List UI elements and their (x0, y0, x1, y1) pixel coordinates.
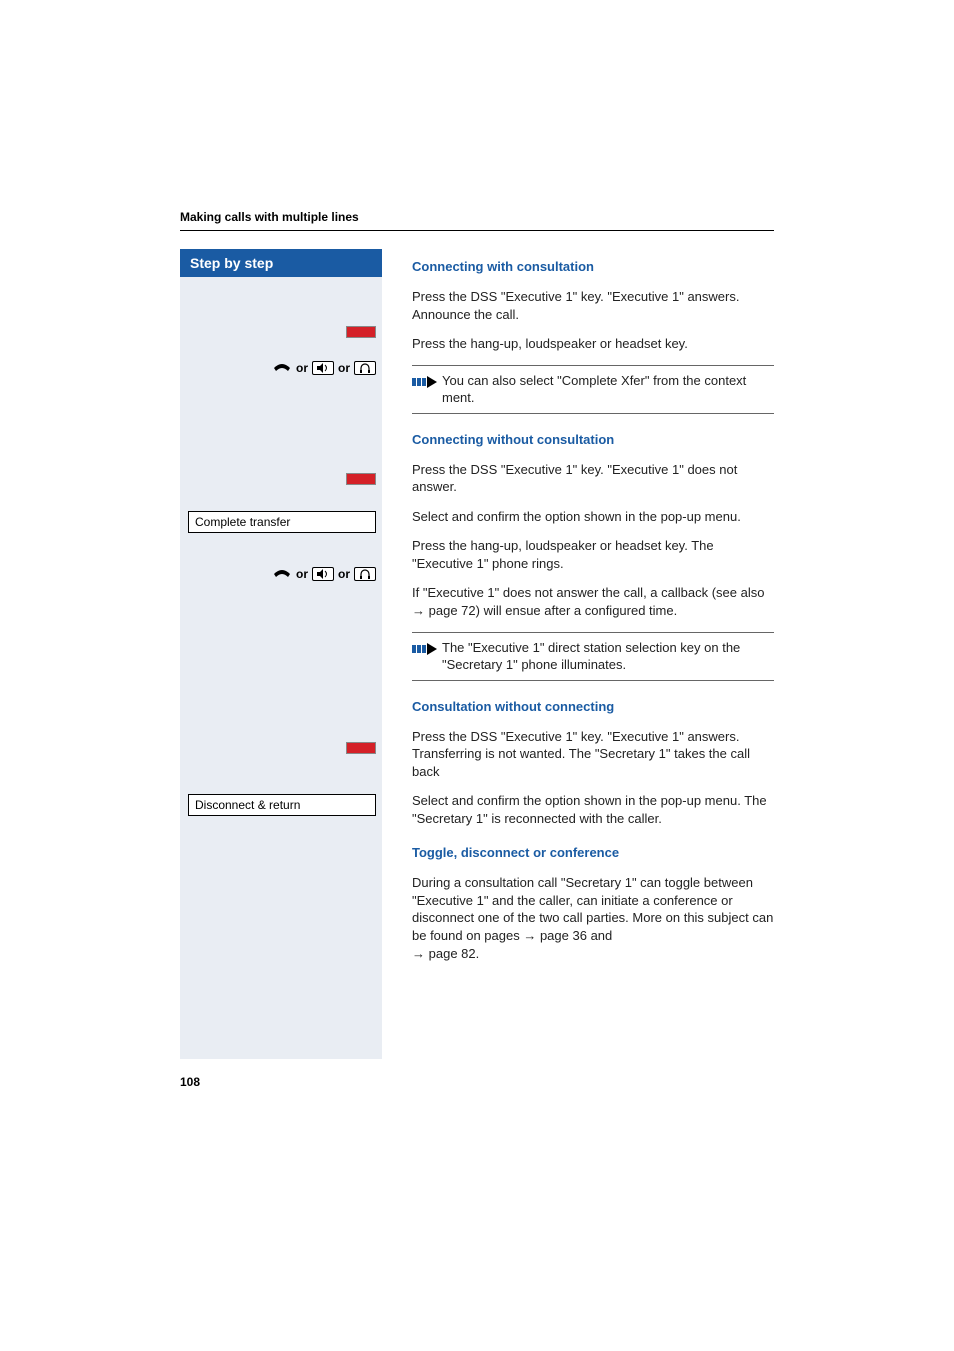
sidebar-keys-row-1: or or (180, 361, 382, 379)
page-ref[interactable]: page 72 (429, 603, 476, 618)
para: Select and confirm the option shown in t… (412, 792, 774, 827)
handset-icon (272, 361, 292, 375)
sidebar: Step by step or or (180, 249, 382, 1059)
text: and (587, 928, 612, 943)
arrow-icon: → (523, 928, 536, 943)
handset-icon (272, 567, 292, 581)
para: During a consultation call "Secretary 1"… (412, 874, 774, 962)
speaker-key-icon (312, 567, 334, 581)
note-icon (412, 639, 442, 657)
page-number: 108 (180, 1075, 200, 1089)
or-label: or (338, 567, 350, 581)
page: Making calls with multiple lines Step by… (0, 0, 954, 1119)
para: If "Executive 1" does not answer the cal… (412, 584, 774, 619)
para: Press the hang-up, loudspeaker or headse… (412, 335, 774, 353)
page-ref[interactable]: page 82 (429, 946, 476, 961)
page-ref[interactable]: page 36 (540, 928, 587, 943)
arrow-icon: → (412, 946, 425, 961)
or-label: or (338, 361, 350, 375)
para: Press the DSS "Executive 1" key. "Execut… (412, 728, 774, 781)
headset-key-icon (354, 567, 376, 581)
sidebar-header: Step by step (180, 249, 382, 277)
sidebar-dss-key-2 (180, 470, 382, 488)
sidebar-option-disconnect-return: Disconnect & return (180, 794, 382, 816)
text: . (476, 946, 480, 961)
callout-text: The "Executive 1" direct station selecti… (442, 639, 774, 674)
sidebar-keys-row-2: or or (180, 567, 382, 585)
heading-toggle-disconnect-conference: Toggle, disconnect or conference (412, 845, 774, 860)
callout: You can also select "Complete Xfer" from… (412, 365, 774, 414)
sidebar-dss-key-3 (180, 739, 382, 757)
sidebar-option-complete-transfer: Complete transfer (180, 511, 382, 533)
header-rule (180, 230, 774, 231)
arrow-icon: → (412, 603, 425, 618)
dss-key-icon (346, 473, 376, 485)
dss-key-icon (346, 742, 376, 754)
or-label: or (296, 567, 308, 581)
sidebar-dss-key-1 (180, 323, 382, 341)
para: Select and confirm the option shown in t… (412, 508, 774, 526)
running-header: Making calls with multiple lines (180, 210, 774, 224)
dss-key-icon (346, 326, 376, 338)
speaker-key-icon (312, 361, 334, 375)
main-content: Connecting with consultation Press the D… (382, 249, 774, 1059)
columns: Step by step or or (180, 249, 774, 1059)
para: Press the DSS "Executive 1" key. "Execut… (412, 461, 774, 496)
note-icon (412, 372, 442, 390)
option-box: Disconnect & return (188, 794, 376, 816)
heading-connecting-without-consultation: Connecting without consultation (412, 432, 774, 447)
para: Press the DSS "Executive 1" key. "Execut… (412, 288, 774, 323)
option-box: Complete transfer (188, 511, 376, 533)
callout-text: You can also select "Complete Xfer" from… (442, 372, 774, 407)
text: ) will ensue after a configured time. (476, 603, 678, 618)
callout: The "Executive 1" direct station selecti… (412, 632, 774, 681)
heading-consultation-without-connecting: Consultation without connecting (412, 699, 774, 714)
text: If "Executive 1" does not answer the cal… (412, 585, 764, 600)
headset-key-icon (354, 361, 376, 375)
heading-connecting-with-consultation: Connecting with consultation (412, 259, 774, 274)
or-label: or (296, 361, 308, 375)
para: Press the hang-up, loudspeaker or headse… (412, 537, 774, 572)
